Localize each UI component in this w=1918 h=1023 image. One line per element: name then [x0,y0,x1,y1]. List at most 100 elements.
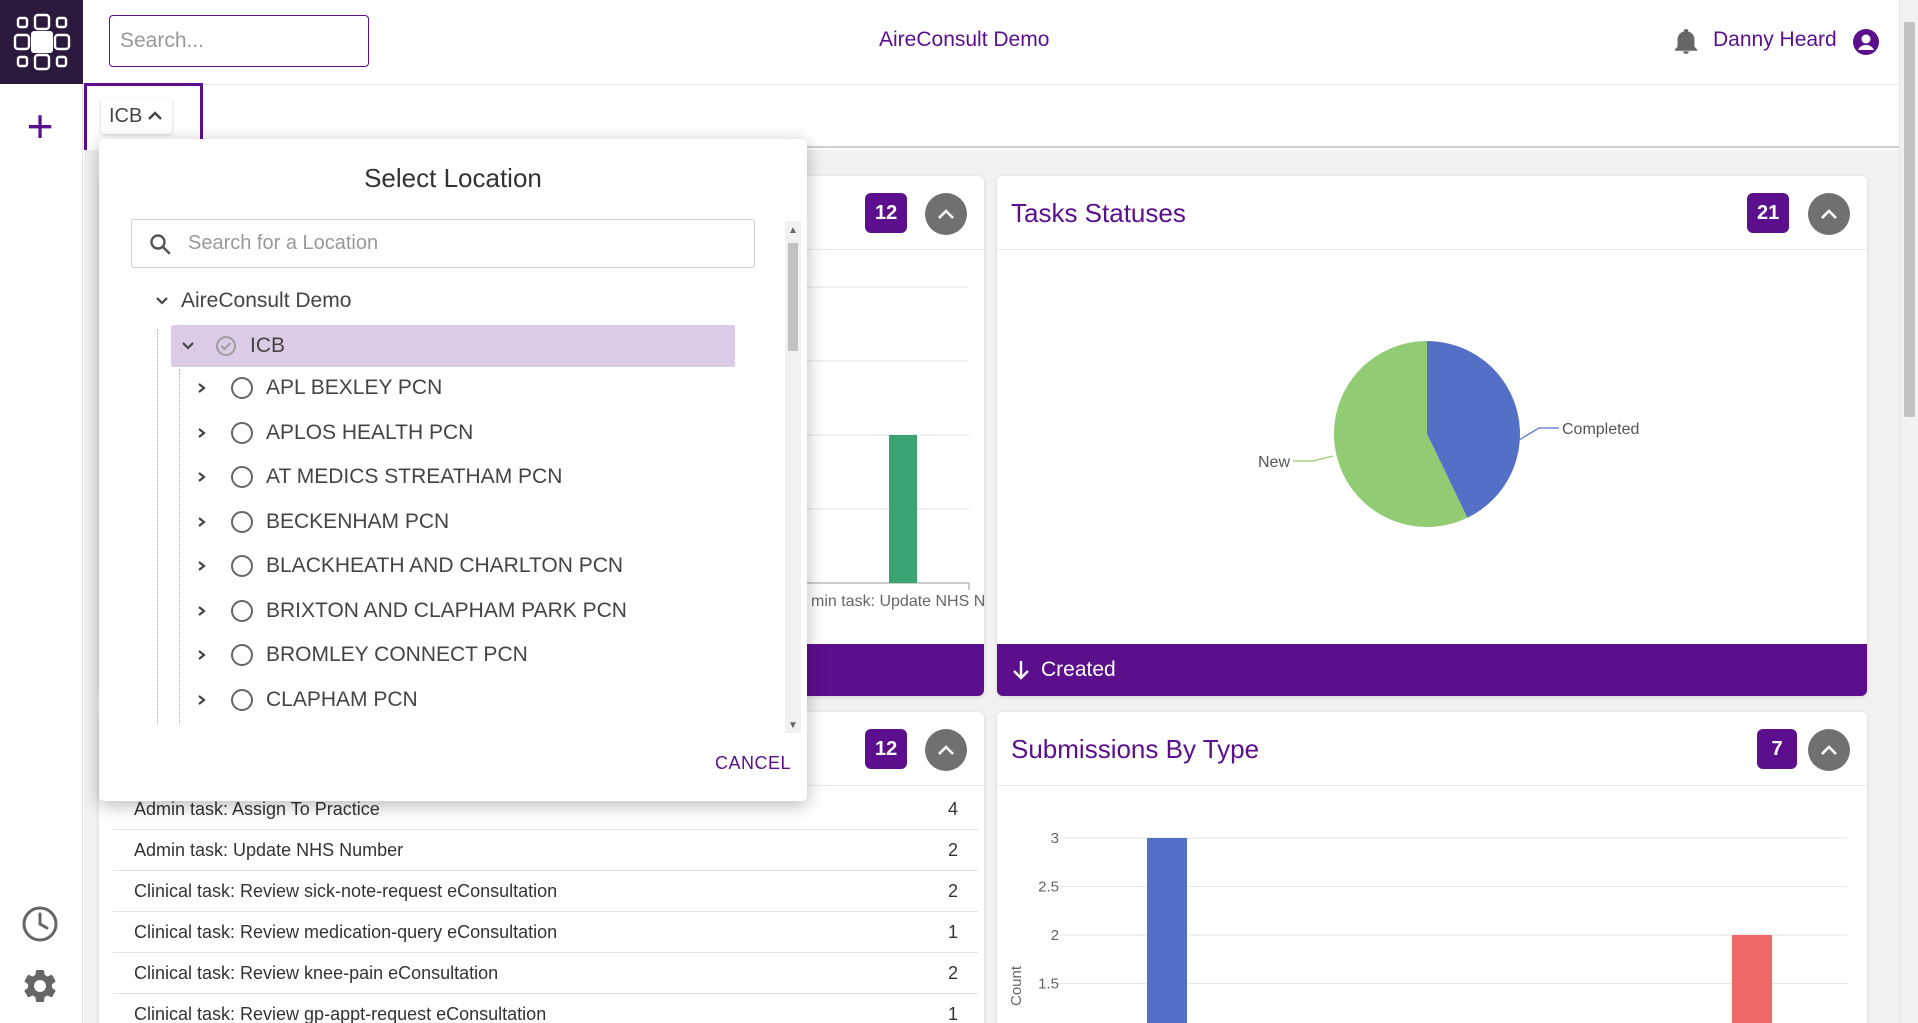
x-tick-label: min task: Update NHS Nu [811,593,984,610]
radio-button[interactable] [231,644,253,666]
tree-node[interactable]: AT MEDICS STREATHAM PCN [193,462,562,492]
collapse-button[interactable] [925,193,967,235]
count-badge: 12 [865,193,908,233]
scroll-up-arrow-icon[interactable]: ▲ [788,225,798,236]
add-icon[interactable]: + [26,100,54,152]
cancel-button[interactable]: CANCEL [715,753,792,773]
chevron-right-icon[interactable] [193,559,211,573]
table-row[interactable]: Clinical task: Review gp-appt-request eC… [113,994,978,1023]
radio-button[interactable] [231,377,253,399]
radio-button[interactable] [231,422,253,444]
pie-label-new: New [1258,454,1290,471]
task-count-table: Admin task: Assign To Practice 4 Admin ta… [113,789,978,1023]
row-label: Admin task: Update NHS Number [134,839,404,860]
chevron-right-icon[interactable] [193,604,211,618]
user-avatar-icon[interactable] [1852,28,1880,56]
chevron-up-icon [938,745,954,755]
tree-node-label: APL BEXLEY PCN [266,376,443,399]
tree-node[interactable]: CLAPHAM PCN [193,685,418,715]
radio-button[interactable] [231,689,253,711]
tree-node-label: BECKENHAM PCN [266,510,450,533]
row-label: Clinical task: Review medication-query e… [134,921,558,942]
submissions-bar-chart: 32.521.51 Count [1008,830,1847,1023]
app-logo[interactable] [0,0,83,84]
row-label: Admin task: Assign To Practice [134,798,380,819]
tree-node[interactable]: APLOS HEALTH PCN [193,418,473,448]
tree-node[interactable]: BROMLEY CONNECT PCN [193,640,528,670]
chevron-down-icon[interactable] [179,340,197,352]
row-label: Clinical task: Review gp-appt-request eC… [134,1003,547,1023]
tree-node-selected[interactable]: ICB [171,325,735,367]
pie-slice-new [1334,341,1468,527]
scroll-down-arrow-icon[interactable]: ▼ [788,720,798,731]
y-axis-label: Count [1008,965,1025,1006]
collapse-button[interactable] [1808,729,1850,771]
location-selector-chip[interactable]: ICB [101,98,173,134]
bar [1147,838,1187,1023]
chevron-right-icon[interactable] [193,515,211,529]
chevron-up-icon [148,108,163,124]
location-search-input[interactable] [188,220,738,267]
tasks-statuses-card: Tasks Statuses 21 Completed New Created [997,176,1867,696]
tree-node-label: AireConsult Demo [181,289,352,312]
chevron-right-icon[interactable] [193,648,211,662]
chevron-right-icon[interactable] [193,693,211,707]
tree-scrollbar[interactable]: ▲ ▼ [785,221,801,733]
tree-node-label: APLOS HEALTH PCN [266,421,474,444]
radio-button[interactable] [231,466,253,488]
history-icon[interactable] [20,904,60,944]
search-input[interactable] [109,15,369,67]
table-row[interactable]: Admin task: Update NHS Number 2 [113,830,978,871]
chevron-right-icon[interactable] [193,426,211,440]
gear-icon[interactable] [20,966,60,1006]
radio-button[interactable] [231,555,253,577]
tree-node[interactable]: APL BEXLEY PCN [193,373,442,403]
location-search-field[interactable] [131,219,755,268]
card-header: Submissions By Type 7 [997,712,1867,786]
table-row[interactable]: Clinical task: Review knee-pain eConsult… [113,953,978,994]
tasks-statuses-pie-chart: Completed New [1258,341,1639,527]
bell-icon[interactable] [1674,29,1698,55]
collapse-button[interactable] [925,729,967,771]
chevron-down-icon[interactable] [153,295,171,307]
left-rail: + [0,0,83,1023]
label-line-new [1293,455,1334,462]
y-tick-label: 1.5 [1038,976,1059,993]
tree-node[interactable]: BRIXTON AND CLAPHAM PARK PCN [193,596,627,626]
tree-guide [157,329,158,724]
count-badge: 7 [1757,729,1797,769]
left-top-chart: min task: Update NHS Nu [799,286,984,610]
row-label: Clinical task: Review knee-pain eConsult… [134,962,499,983]
tree-node[interactable]: BECKENHAM PCN [193,507,449,537]
card-header: Tasks Statuses 21 [997,176,1867,250]
y-tick-label: 2.5 [1038,879,1059,896]
sort-created-footer[interactable]: Created [997,644,1867,696]
table-row[interactable]: Clinical task: Review sick-note-request … [113,871,978,912]
tree-node[interactable]: BLACKHEATH AND CHARLTON PCN [193,551,623,581]
table-row[interactable]: Clinical task: Review medication-query e… [113,912,978,953]
tree-node-label: BROMLEY CONNECT PCN [266,643,528,666]
radio-button[interactable] [231,511,253,533]
location-current-label: ICB [109,104,143,127]
collapse-button[interactable] [1808,193,1850,235]
chevron-up-icon [1821,745,1837,755]
label-line-completed [1518,427,1559,441]
tree-node-label: BRIXTON AND CLAPHAM PARK PCN [266,599,627,622]
tree-root-node[interactable]: AireConsult Demo [153,289,351,313]
page-scroll-thumb[interactable] [1904,22,1915,417]
row-value: 4 [947,798,958,819]
tree-node-label: CLAPHAM PCN [266,688,418,711]
chevron-right-icon[interactable] [193,470,211,484]
arrow-down-icon [1013,661,1029,680]
bar [1732,935,1772,1023]
radio-button[interactable] [231,600,253,622]
page-scrollbar[interactable] [1899,0,1918,1023]
scroll-thumb[interactable] [788,243,798,351]
chevron-right-icon[interactable] [193,381,211,395]
tree-node-label: BLACKHEATH AND CHARLTON PCN [266,554,624,577]
user-name[interactable]: Danny Heard [1713,28,1837,51]
footer-label: Created [1041,658,1116,681]
row-value: 1 [947,921,958,942]
tree-node-label: AT MEDICS STREATHAM PCN [266,465,563,488]
pie-slice-completed [1427,341,1520,518]
